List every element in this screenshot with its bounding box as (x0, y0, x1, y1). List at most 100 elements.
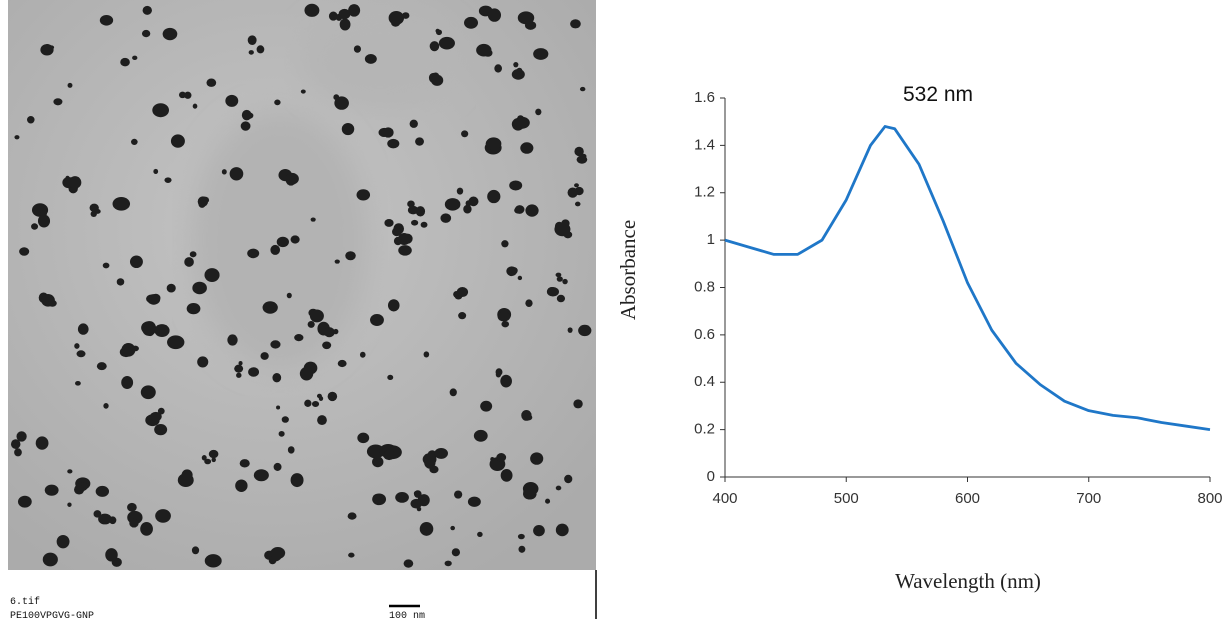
particle (294, 334, 304, 342)
particle (204, 268, 220, 282)
particle (239, 459, 250, 468)
particle (103, 403, 109, 409)
particle (564, 474, 573, 484)
x-tick-label: 400 (712, 490, 737, 507)
particle (129, 518, 139, 528)
particle (357, 432, 370, 444)
particle (383, 450, 396, 461)
particle (206, 78, 217, 87)
particle (347, 512, 357, 520)
particle (131, 138, 138, 146)
particle (318, 396, 324, 401)
particle (177, 473, 194, 488)
particle (500, 469, 513, 482)
particle (327, 391, 338, 402)
particle (129, 255, 143, 269)
x-axis-title: Wavelength (nm) (895, 569, 1041, 593)
y-tick-label: 1.4 (694, 136, 715, 153)
y-tick-label: 1.6 (694, 89, 715, 106)
particle (95, 485, 110, 497)
x-tick-label: 800 (1197, 490, 1222, 507)
particle (274, 99, 281, 106)
particle (256, 45, 265, 54)
particle (514, 116, 530, 129)
particle (573, 399, 583, 409)
particle (364, 53, 377, 64)
particle (229, 167, 244, 181)
particle (555, 485, 562, 491)
x-tick-label: 600 (955, 490, 980, 507)
particle (225, 94, 239, 107)
particle (299, 366, 314, 381)
particle (157, 407, 165, 415)
particle (67, 82, 73, 88)
particle (436, 29, 443, 36)
particle (162, 27, 178, 41)
particle (533, 525, 545, 537)
particle (116, 278, 125, 286)
particle (434, 447, 448, 459)
particle (578, 324, 592, 337)
particle (513, 61, 519, 68)
particle (11, 440, 19, 448)
particle (398, 245, 412, 256)
particle (204, 554, 222, 568)
particle (287, 446, 295, 454)
particle (191, 546, 200, 555)
particle (429, 41, 440, 52)
particle (494, 64, 502, 73)
particle (77, 323, 89, 335)
particle (574, 201, 581, 207)
particle (423, 351, 430, 358)
particle (286, 292, 292, 299)
particle (525, 204, 539, 217)
particle (522, 481, 539, 496)
particle (451, 548, 461, 557)
particle (366, 444, 385, 459)
y-tick-label: 1.2 (694, 184, 715, 201)
particle (317, 415, 327, 426)
particle (328, 11, 338, 21)
particle (149, 411, 162, 422)
particle (310, 217, 316, 222)
particle (416, 506, 422, 512)
particle (476, 43, 492, 57)
particle (140, 521, 153, 536)
particle (372, 456, 384, 468)
particle (556, 294, 566, 303)
particle (96, 362, 107, 371)
particle (570, 19, 581, 29)
particle (74, 484, 85, 495)
particle (167, 335, 185, 350)
particle (141, 29, 151, 38)
particle (322, 341, 332, 350)
particle (142, 5, 152, 15)
particle (211, 457, 216, 463)
particle (285, 172, 299, 185)
particle (518, 545, 526, 553)
particle (496, 453, 507, 462)
particle (574, 146, 584, 157)
particle (154, 423, 168, 436)
particle (53, 98, 63, 106)
particle (576, 155, 588, 164)
particle (304, 3, 320, 17)
particle (323, 327, 335, 338)
particle (419, 521, 434, 536)
particle (93, 510, 102, 518)
particle (403, 559, 414, 568)
particle (485, 137, 502, 150)
particle (461, 130, 469, 138)
particle (248, 367, 260, 377)
particle (192, 103, 198, 109)
particle (240, 121, 251, 131)
particle (555, 272, 562, 278)
particle (339, 18, 351, 31)
particle (67, 502, 72, 507)
particle (164, 177, 172, 183)
particle (197, 356, 209, 368)
particle (227, 334, 238, 346)
particle (418, 494, 430, 507)
peak-annotation: 532 nm (903, 83, 973, 106)
particle (221, 169, 227, 175)
